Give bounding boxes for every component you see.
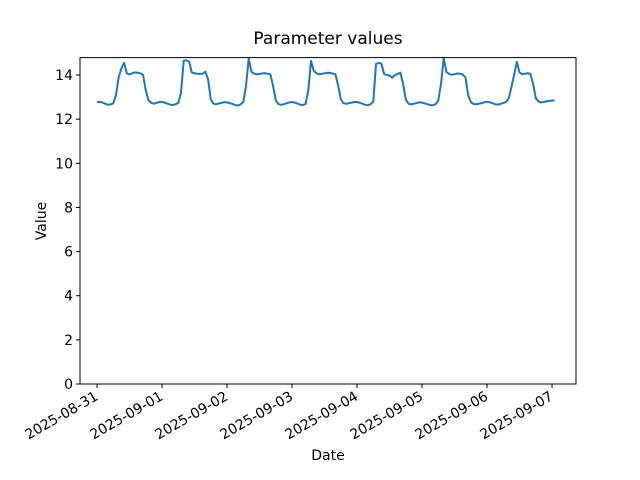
x-tick-label: 2025-09-03 [218, 389, 296, 444]
x-tick-label: 2025-09-04 [283, 389, 362, 444]
x-tick-label: 2025-09-06 [413, 389, 492, 444]
axes-frame [79, 57, 577, 385]
x-tick-label: 2025-09-07 [478, 389, 556, 444]
y-tick-label: 0 [64, 377, 73, 393]
x-tick-label: 2025-09-02 [153, 389, 231, 444]
chart-title: Parameter values [253, 29, 403, 49]
y-tick-label: 4 [64, 289, 73, 305]
y-tick-label: 2 [64, 333, 73, 349]
x-tick-label: 2025-09-05 [348, 389, 426, 444]
y-tick-label: 14 [55, 68, 73, 84]
y-tick-label: 6 [64, 245, 73, 261]
y-tick-label: 8 [64, 200, 73, 216]
x-tick-label: 2025-09-01 [88, 389, 166, 444]
y-tick-label: 12 [55, 112, 73, 128]
y-tick-label: 10 [55, 156, 73, 172]
data-line [97, 57, 555, 107]
x-axis-label: Date [311, 448, 345, 464]
y-axis-label: Value [34, 201, 50, 241]
x-tick-label: 2025-08-31 [23, 389, 101, 444]
